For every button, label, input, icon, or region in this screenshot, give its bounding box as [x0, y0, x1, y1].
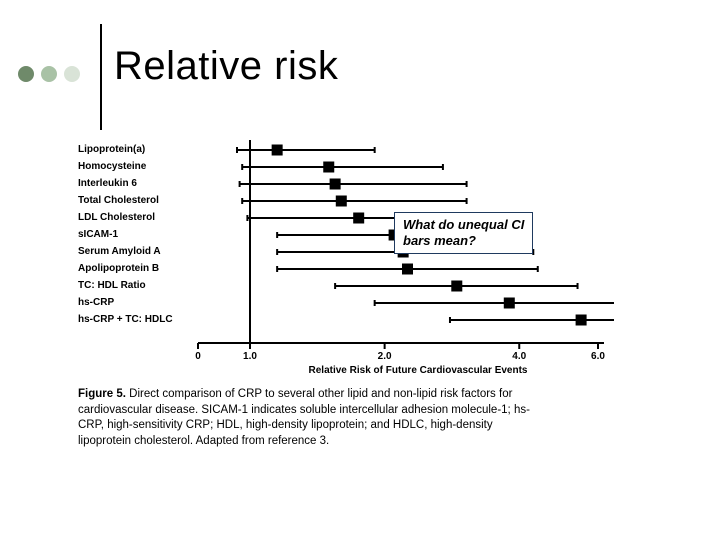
forest-row-label: Serum Amyloid A: [78, 246, 161, 257]
callout-line-1: What do unequal CI: [403, 217, 524, 233]
figure-caption-text: Direct comparison of CRP to several othe…: [78, 388, 530, 447]
bullet-dot-1: [18, 66, 34, 82]
x-tick-label: 4.0: [512, 351, 526, 362]
x-tick-label: 0: [195, 351, 201, 362]
callout-box: What do unequal CI bars mean?: [394, 212, 533, 254]
forest-row-label: Interleukin 6: [78, 178, 137, 189]
bullet-dot-3: [64, 66, 80, 82]
forest-row-label: hs-CRP + TC: HDLC: [78, 314, 173, 325]
forest-row-label: Lipoprotein(a): [78, 144, 145, 155]
figure-label: Figure 5.: [78, 388, 126, 400]
forest-row-label: LDL Cholesterol: [78, 212, 155, 223]
page-title: Relative risk: [114, 44, 338, 89]
callout-line-2: bars mean?: [403, 233, 524, 249]
forest-plot-svg: [78, 140, 614, 380]
title-bullets: [18, 66, 80, 82]
x-tick-label: 1.0: [243, 351, 257, 362]
x-tick-label: 6.0: [591, 351, 605, 362]
title-divider: [100, 24, 102, 130]
forest-row-label: Homocysteine: [78, 161, 146, 172]
figure-area: Relative Risk of Future Cardiovascular E…: [78, 140, 638, 490]
forest-row-label: TC: HDL Ratio: [78, 280, 146, 291]
bullet-dot-2: [41, 66, 57, 82]
figure-caption: Figure 5. Direct comparison of CRP to se…: [78, 387, 548, 449]
forest-plot: Relative Risk of Future Cardiovascular E…: [78, 140, 614, 405]
slide: Relative risk Relative Risk of Future Ca…: [0, 0, 720, 540]
forest-row-label: hs-CRP: [78, 297, 114, 308]
forest-row-label: sICAM-1: [78, 229, 118, 240]
forest-row-label: Apolipoprotein B: [78, 263, 159, 274]
forest-row-label: Total Cholesterol: [78, 195, 159, 206]
x-axis-title: Relative Risk of Future Cardiovascular E…: [268, 365, 568, 376]
x-tick-label: 2.0: [378, 351, 392, 362]
